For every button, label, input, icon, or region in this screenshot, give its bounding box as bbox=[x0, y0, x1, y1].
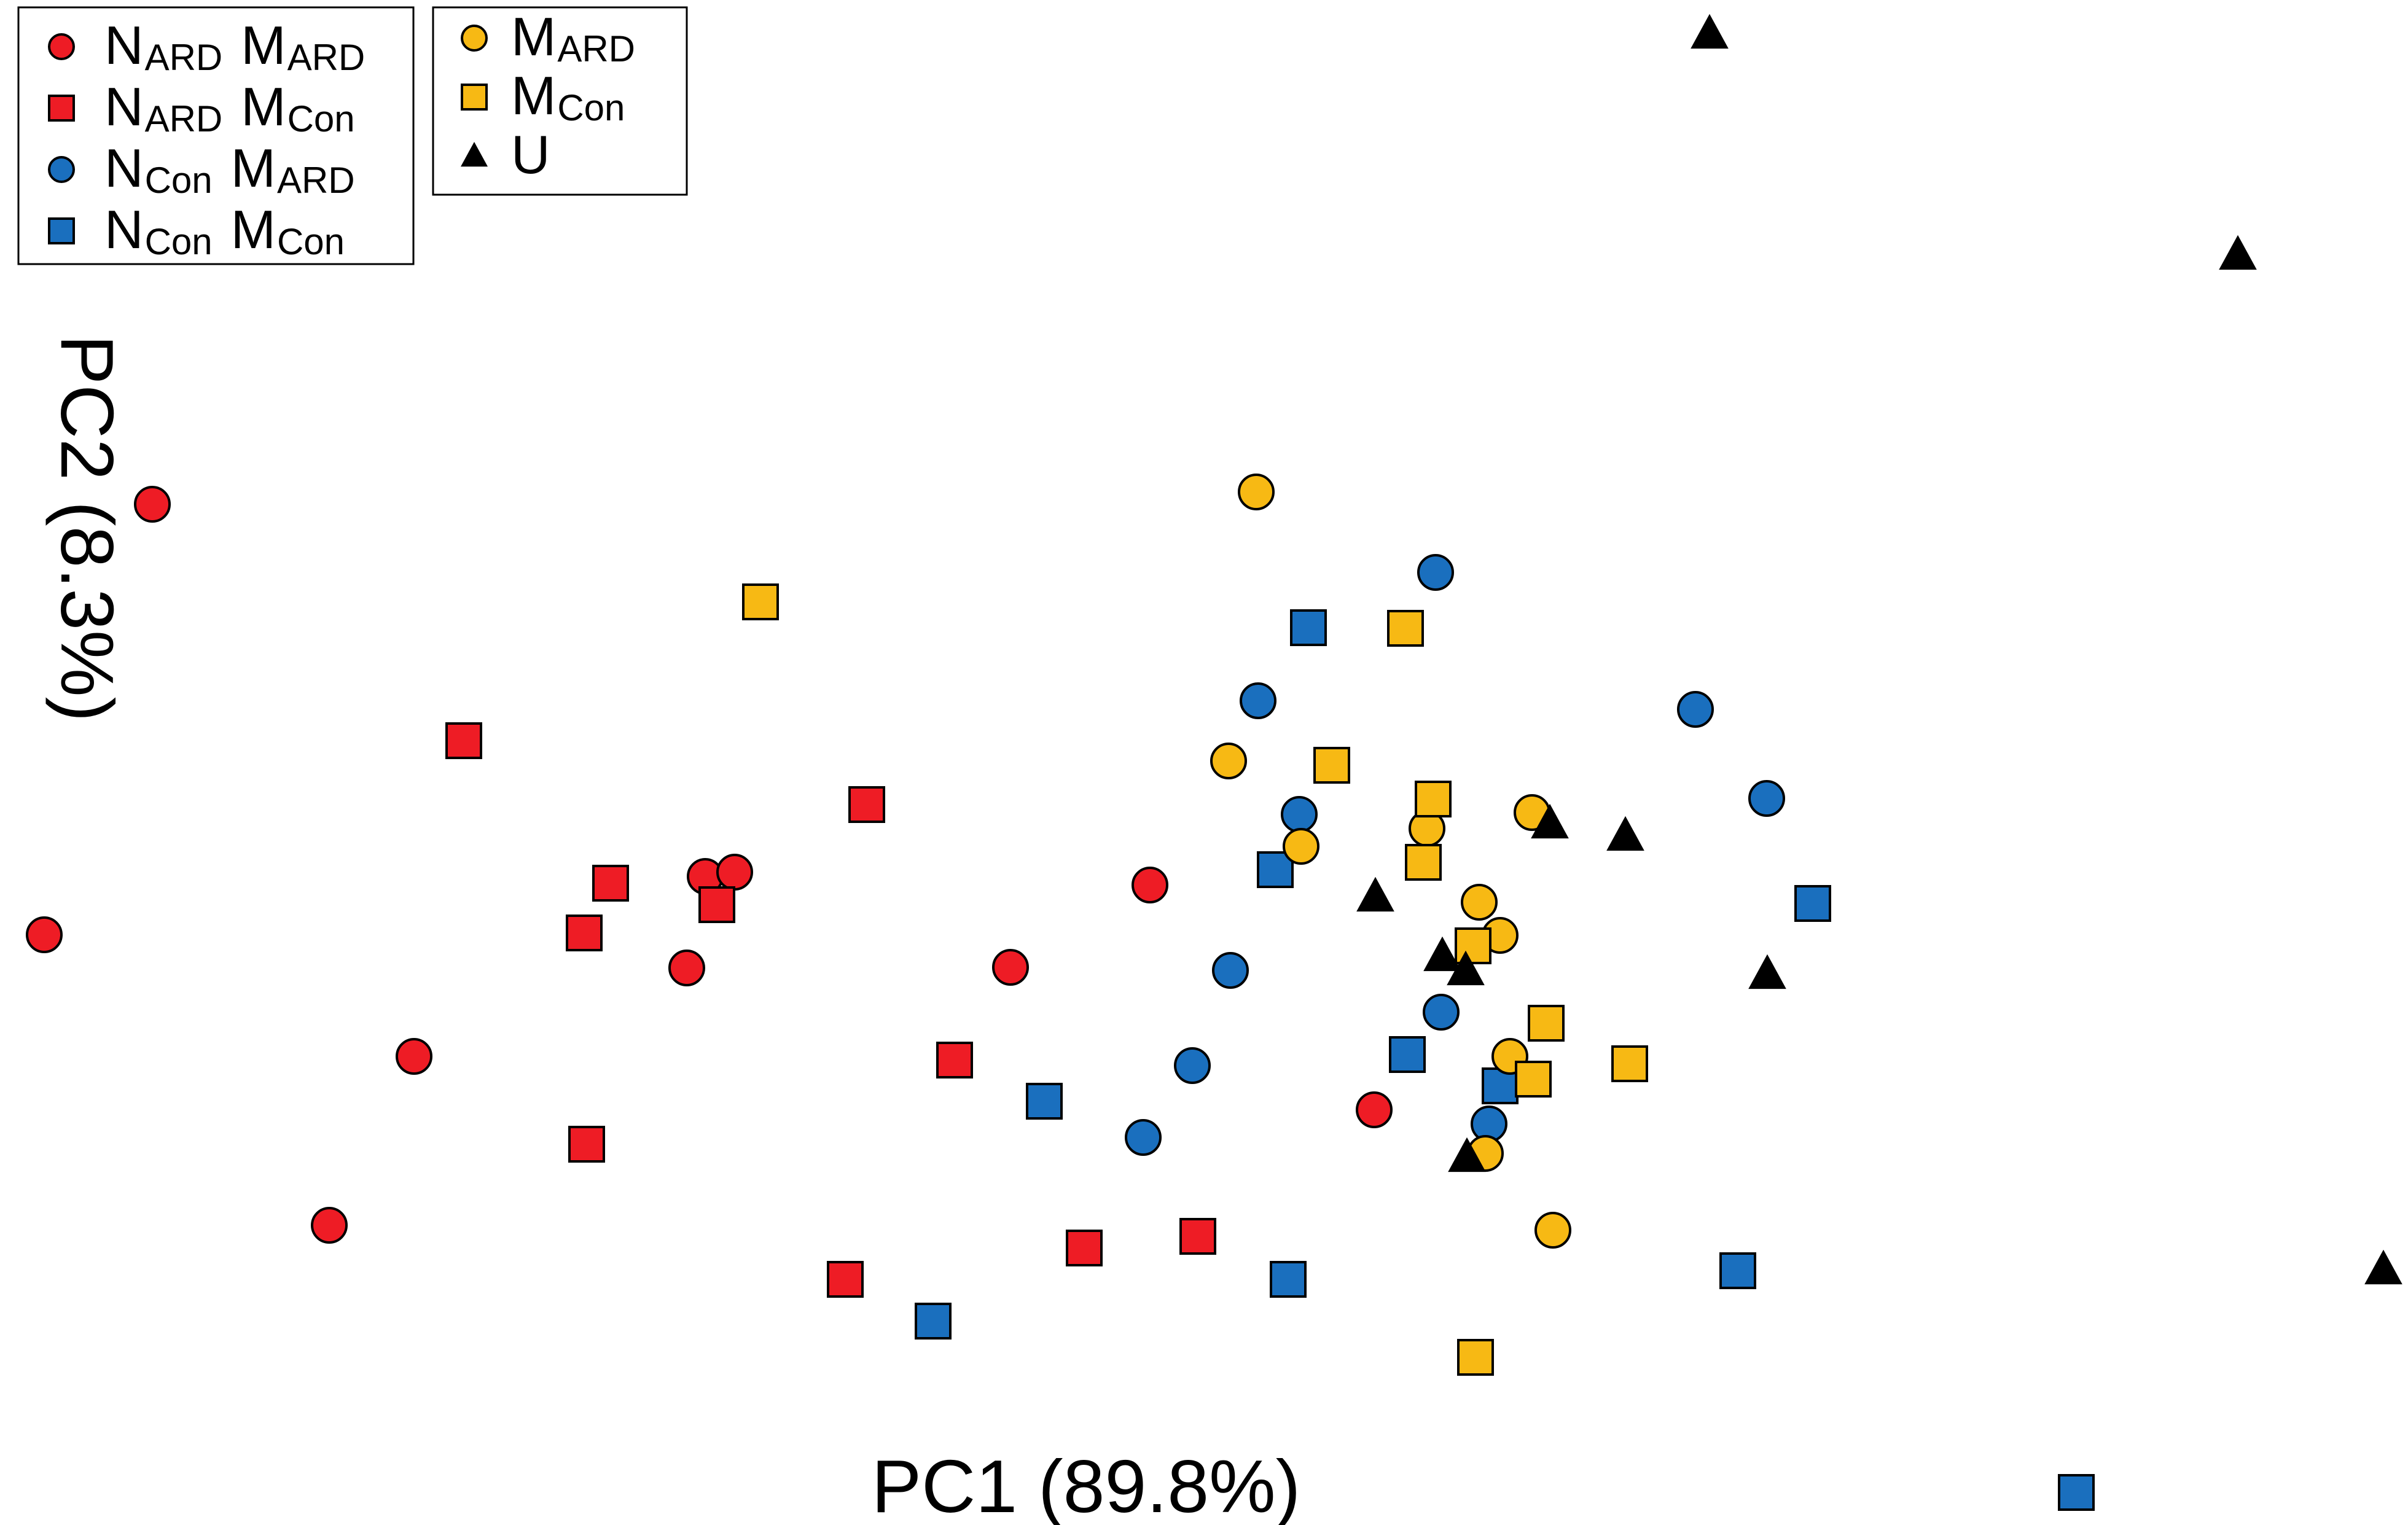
point-nard_mard-1 bbox=[134, 486, 171, 523]
legend-marker-ncon_mard bbox=[48, 156, 75, 183]
point-u-5 bbox=[1356, 876, 1394, 912]
point-u-8 bbox=[1748, 954, 1786, 989]
point-u-3 bbox=[1531, 803, 1569, 839]
y-axis-label: PC2 (8.3%) bbox=[45, 335, 129, 722]
point-ncon_mard-4 bbox=[1748, 780, 1785, 817]
point-nard_mard-10 bbox=[1356, 1091, 1393, 1128]
legend-marker-ncon_mcon bbox=[48, 217, 75, 244]
point-u-9 bbox=[1448, 1137, 1486, 1172]
point-mard-6 bbox=[1461, 884, 1498, 921]
point-mard-10 bbox=[1534, 1212, 1571, 1249]
point-mcon-9 bbox=[1515, 1061, 1552, 1098]
legend-label-ncon_mcon-main: N bbox=[104, 199, 144, 260]
point-ncon_mcon-6 bbox=[1026, 1083, 1063, 1120]
point-ncon_mcon-8 bbox=[1719, 1252, 1756, 1289]
point-u-4 bbox=[1606, 816, 1644, 851]
point-mard-2 bbox=[1210, 743, 1247, 779]
legend-label-ncon_mcon-sub: Con bbox=[145, 221, 213, 262]
point-nard_mcon-2 bbox=[848, 786, 885, 823]
legend-label-nard_mcon-sub: ARD bbox=[145, 98, 223, 139]
legend-label-ncon_mard-main2: M bbox=[231, 138, 276, 198]
point-ncon_mard-6 bbox=[1212, 952, 1249, 989]
point-nard_mard-9 bbox=[1132, 867, 1168, 903]
point-ncon_mard-2 bbox=[1240, 682, 1276, 719]
point-nard_mcon-6 bbox=[568, 1126, 605, 1163]
point-nard_mcon-7 bbox=[936, 1042, 973, 1078]
data-points-layer bbox=[26, 14, 2402, 1511]
point-u-2 bbox=[2219, 235, 2257, 270]
point-mcon-8 bbox=[1611, 1045, 1648, 1082]
point-u-7 bbox=[1447, 950, 1485, 986]
point-mcon-5 bbox=[1405, 844, 1442, 881]
point-mcon-6 bbox=[1455, 927, 1491, 964]
point-ncon_mcon-1 bbox=[1290, 609, 1327, 646]
legend-label-nard_mcon-main: N bbox=[104, 76, 144, 137]
point-ncon_mard-5 bbox=[1281, 796, 1318, 833]
point-nard_mard-8 bbox=[992, 949, 1029, 986]
point-ncon_mcon-9 bbox=[915, 1303, 952, 1340]
legend-label-mard-main: M bbox=[511, 6, 556, 67]
point-nard_mard-5 bbox=[668, 950, 705, 986]
point-u-6 bbox=[1423, 936, 1461, 972]
point-nard_mcon-1 bbox=[445, 722, 482, 759]
legend-marker-mard bbox=[461, 25, 488, 52]
legend-label-ncon_mard-sub: Con bbox=[145, 160, 213, 201]
legend-marker-nard_mard bbox=[48, 33, 75, 60]
point-ncon_mard-1 bbox=[1417, 554, 1454, 591]
point-ncon_mcon-7 bbox=[1270, 1261, 1307, 1298]
legend-label-ncon_mard-main: N bbox=[104, 138, 144, 198]
x-axis-label: PC1 (89.8%) bbox=[872, 1445, 1300, 1525]
point-ncon_mard-9 bbox=[1125, 1119, 1162, 1156]
point-mcon-1 bbox=[742, 583, 779, 620]
point-u-10 bbox=[2364, 1249, 2402, 1285]
legend-label-nard_mcon-main2: M bbox=[241, 76, 286, 137]
legend-marker-u bbox=[461, 142, 488, 167]
point-ncon_mcon-2 bbox=[1257, 851, 1294, 888]
legend-label-ncon_mard-sub2: ARD bbox=[277, 160, 355, 201]
point-ncon_mcon-3 bbox=[1794, 885, 1831, 922]
point-nard_mcon-5 bbox=[566, 915, 603, 951]
legend-marker-mcon bbox=[461, 84, 488, 111]
legend-label-mard-sub: ARD bbox=[557, 28, 635, 69]
legend-label-nard_mard-sub: ARD bbox=[145, 37, 223, 78]
point-nard_mcon-10 bbox=[827, 1261, 864, 1298]
point-mcon-10 bbox=[1457, 1339, 1494, 1376]
point-ncon_mard-3 bbox=[1677, 691, 1714, 728]
legend-label-ncon_mcon-main2: M bbox=[231, 199, 276, 260]
point-nard_mcon-8 bbox=[1066, 1230, 1103, 1266]
point-nard_mard-3 bbox=[396, 1038, 432, 1075]
point-nard_mard-7 bbox=[716, 854, 753, 891]
point-ncon_mcon-4 bbox=[1389, 1036, 1426, 1073]
legend-label-u-main: U bbox=[511, 124, 550, 185]
point-mcon-7 bbox=[1528, 1005, 1565, 1042]
point-ncon_mard-7 bbox=[1423, 994, 1460, 1031]
legend-label-nard_mard-main: N bbox=[104, 15, 144, 76]
point-mcon-2 bbox=[1387, 610, 1424, 647]
point-mcon-3 bbox=[1313, 747, 1350, 784]
legend-frame-left bbox=[17, 6, 415, 265]
legend-label-nard_mard-sub2: ARD bbox=[287, 37, 366, 78]
legend-label-mcon-sub: Con bbox=[557, 87, 625, 128]
point-nard_mcon-9 bbox=[1179, 1218, 1216, 1255]
legend-marker-nard_mcon bbox=[48, 95, 75, 122]
point-nard_mcon-4 bbox=[698, 886, 735, 923]
point-u-1 bbox=[1691, 14, 1729, 49]
point-ncon_mard-8 bbox=[1174, 1047, 1211, 1084]
point-nard_mard-4 bbox=[311, 1207, 348, 1244]
legend-label-mcon-main: M bbox=[511, 65, 556, 126]
legend-label-nard_mcon-sub2: Con bbox=[287, 98, 355, 139]
legend-label-ncon_mcon-sub2: Con bbox=[277, 221, 345, 262]
point-ncon_mcon-10 bbox=[2058, 1474, 2095, 1511]
point-mard-1 bbox=[1238, 474, 1275, 510]
point-mard-5 bbox=[1283, 828, 1319, 865]
legend-label-nard_mard-main2: M bbox=[241, 15, 286, 76]
point-mcon-4 bbox=[1415, 781, 1452, 817]
point-nard_mard-2 bbox=[26, 916, 63, 953]
point-nard_mcon-3 bbox=[592, 865, 629, 902]
